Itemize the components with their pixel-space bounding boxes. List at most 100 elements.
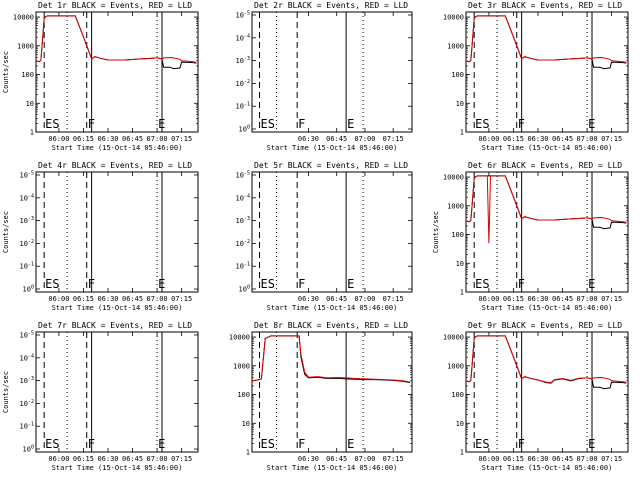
series-events-line [251,335,411,384]
y-tick-label: 10-5 [20,171,34,180]
x-tick-label: 07:15 [383,455,404,463]
y-tick-label: 100 [239,285,250,294]
y-tick-label: 10000 [443,334,464,342]
event-marker-label: F [298,437,305,451]
y-axis-label: Counts/sec [2,51,10,93]
event-marker-label: ES [45,117,59,131]
y-tick-label: 100 [451,71,464,79]
x-axis-label: Start Time (15-Oct-14 05:46:00) [482,464,613,472]
series-lld-line [251,335,411,383]
event-marker-label: ES [261,277,275,291]
x-tick-label: 06:45 [326,135,347,143]
plot-frame [251,171,413,293]
x-tick-label: 06:15 [73,135,94,143]
plot-frame [251,331,413,453]
x-tick-label: 07:00 [147,135,168,143]
panel-det-3: Det 3r BLACK = Events, RED = LLD 06:00 06:… [465,1,629,152]
y-tick-label: 10-1 [20,262,34,271]
y-tick-label: 1000 [447,42,464,50]
x-axis-label: Start Time (15-Oct-14 05:46:00) [267,144,398,152]
x-tick-label: 06:30 [97,455,118,463]
plot-frame [465,331,629,453]
y-tick-label: 100 [451,231,464,239]
panel-det-1: Det 1r BLACK = Events, RED = LLD Counts/s… [2,1,199,152]
y-tick-label: 100 [239,125,250,134]
y-tick-label: 10-4 [236,33,250,42]
x-tick-label: 06:15 [503,295,524,303]
y-axis-label: Counts/sec [2,371,10,413]
y-tick-label: 10-4 [20,353,34,362]
x-tick-label: 07:00 [354,295,375,303]
y-tick-label: 10000 [443,174,464,182]
y-tick-label: 10-5 [20,331,34,340]
panel-det-7: Det 7r BLACK = Events, RED = LLD Counts/s… [2,321,199,472]
plot-frame [35,11,199,133]
x-tick-label: 07:00 [354,135,375,143]
x-tick-label: 07:00 [577,295,598,303]
panel-title: Det 4r BLACK = Events, RED = LLD [38,161,192,170]
x-axis-label: Start Time (15-Oct-14 05:46:00) [267,464,398,472]
x-tick-label: 07:15 [383,135,404,143]
x-tick-label: 07:15 [601,295,622,303]
event-marker-label: ES [45,437,59,451]
x-tick-label: 06:15 [73,455,94,463]
x-tick-label: 06:45 [552,135,573,143]
x-axis-label: Start Time (15-Oct-14 05:46:00) [482,304,613,312]
series-lld-line [465,335,627,384]
event-marker-label: E [347,437,354,451]
x-tick-label: 06:30 [97,295,118,303]
x-tick-label: 06:45 [122,455,143,463]
y-tick-label: 10 [456,420,464,428]
x-tick-label: 07:15 [171,295,192,303]
x-tick-label: 06:30 [298,455,319,463]
y-tick-label: 10-3 [20,376,34,385]
panel-title: Det 2r BLACK = Events, RED = LLD [254,1,408,10]
panel-title: Det 1r BLACK = Events, RED = LLD [38,1,192,10]
y-tick-label: 10-4 [20,193,34,202]
panel-det-4: Det 4r BLACK = Events, RED = LLD Counts/s… [2,161,199,312]
panel-title: Det 5r BLACK = Events, RED = LLD [254,161,408,170]
series-events-line [465,335,627,390]
panel-title: Det 9r BLACK = Events, RED = LLD [468,321,622,330]
x-axis-label: Start Time (15-Oct-14 05:46:00) [52,464,183,472]
x-tick-label: 06:30 [298,295,319,303]
x-tick-label: 06:45 [122,295,143,303]
event-marker-label: ES [475,117,489,131]
x-tick-label: 06:30 [527,135,548,143]
event-marker-label: ES [45,277,59,291]
x-tick-label: 06:45 [552,295,573,303]
panel-det-2: Det 2r BLACK = Events, RED = LLD 06:30 06:… [251,1,413,152]
y-tick-label: 10-1 [236,102,250,111]
x-tick-label: 06:45 [122,135,143,143]
y-tick-label: 10-5 [236,171,250,180]
panel-title: Det 7r BLACK = Events, RED = LLD [38,321,192,330]
event-marker-label: E [347,277,354,291]
event-marker-label: F [298,277,305,291]
series-lld-line [465,175,627,244]
event-marker-label: F [298,117,305,131]
y-tick-label: 1 [30,129,34,137]
y-tick-label: 10-1 [20,422,34,431]
plot-frame [251,11,413,133]
x-tick-label: 06:30 [97,135,118,143]
y-tick-label: 100 [237,391,250,399]
y-tick-label: 1000 [233,362,250,370]
x-tick-label: 07:00 [354,455,375,463]
x-axis-label: Start Time (15-Oct-14 05:46:00) [267,304,398,312]
y-tick-label: 10-1 [236,262,250,271]
x-tick-label: 06:00 [48,455,69,463]
x-axis-label: Start Time (15-Oct-14 05:46:00) [482,144,613,152]
y-tick-label: 1 [460,289,464,297]
y-tick-label: 1000 [447,362,464,370]
event-marker-label: ES [475,277,489,291]
y-tick-label: 1 [460,129,464,137]
x-tick-label: 07:15 [601,455,622,463]
y-tick-label: 10-5 [236,11,250,20]
x-tick-label: 06:15 [73,295,94,303]
x-tick-label: 07:15 [171,455,192,463]
x-tick-label: 06:15 [503,135,524,143]
x-tick-label: 07:00 [147,455,168,463]
panel-title: Det 6r BLACK = Events, RED = LLD [468,161,622,170]
